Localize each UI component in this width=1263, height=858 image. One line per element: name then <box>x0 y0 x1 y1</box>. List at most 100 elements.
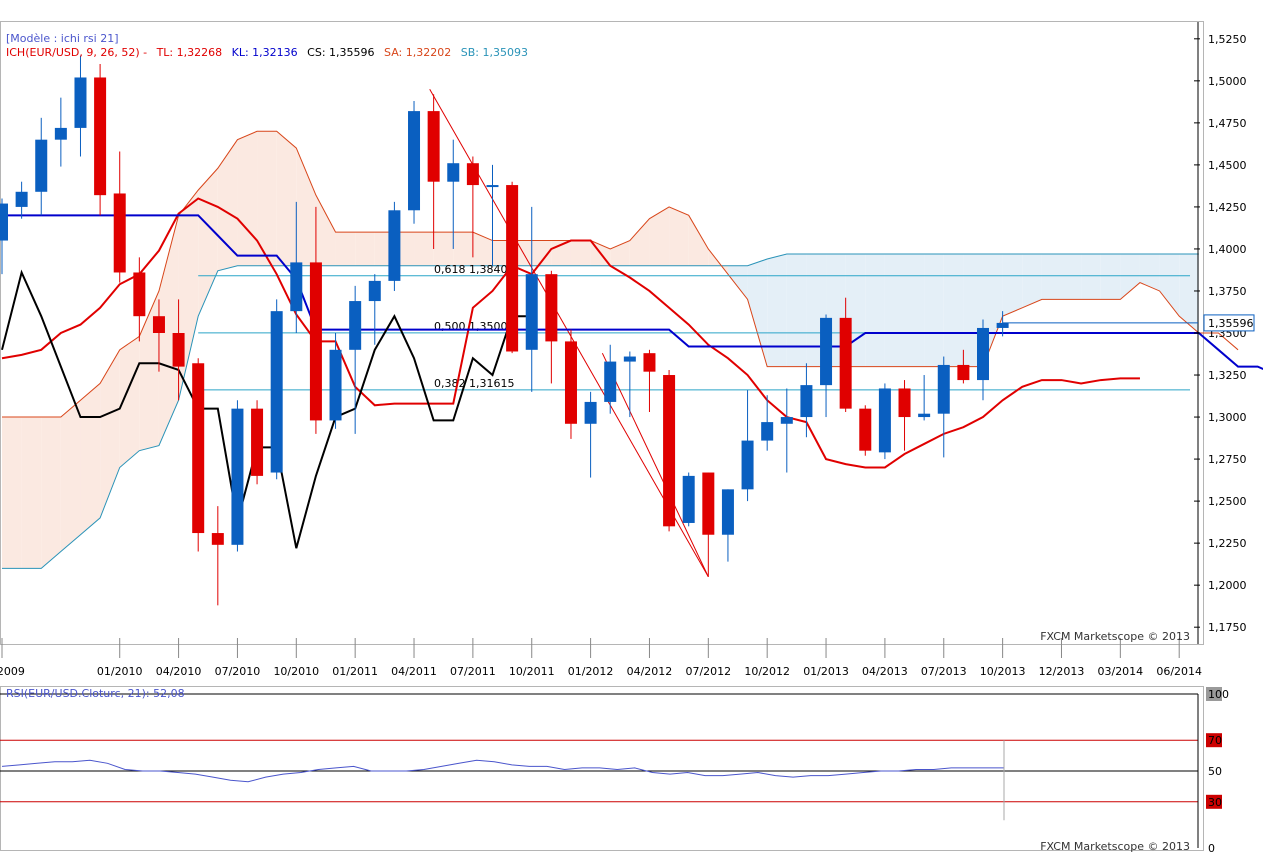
time-tick-label: 12/2013 <box>1039 665 1085 678</box>
candle-body <box>525 274 538 350</box>
span-b-value: SB: 1,35093 <box>461 46 528 59</box>
cloud-segment <box>1041 253 1062 300</box>
candle-body <box>290 262 303 312</box>
candlestick-series <box>0 55 1009 606</box>
cloud-segment <box>453 232 473 266</box>
senkou-span-a-line <box>2 253 1199 569</box>
candle-body <box>15 191 28 207</box>
cloud-segment <box>943 253 964 367</box>
time-tick-label: 10/2012 <box>744 665 790 678</box>
rsi-tick-bg <box>1206 687 1222 701</box>
fib-level-label: 0,382 1,31615 <box>434 377 514 390</box>
candle-body <box>977 327 989 381</box>
candle-body <box>506 185 519 352</box>
cloud-segment <box>414 232 434 266</box>
fib-level-label: 0,618 1,38403 <box>434 263 514 276</box>
cloud-segment <box>629 218 650 266</box>
ichimoku-cloud <box>2 130 1239 569</box>
time-tick-label: 07/2013 <box>921 665 967 678</box>
price-tick-label: 1,4750 <box>1208 117 1247 130</box>
candle-body <box>231 408 244 545</box>
cloud-segment <box>1061 253 1082 300</box>
cloud-segment <box>100 349 120 518</box>
candle-body <box>918 413 931 418</box>
candle-body <box>898 388 911 418</box>
cloud-segment <box>865 253 885 367</box>
fibonacci-levels: 0,618 1,38403 0,500 1,35009 0,382 1,31615 <box>198 88 1190 578</box>
cloud-segment <box>786 253 807 367</box>
candle-body <box>643 353 656 372</box>
chikou-span-line <box>1 269 532 549</box>
candle-body <box>309 262 322 421</box>
cloud-segment <box>1139 253 1160 291</box>
candle-body <box>0 203 8 241</box>
cloud-segment <box>1002 253 1023 317</box>
current-price-label: 1,35596 <box>1208 317 1254 330</box>
cloud-segment <box>80 383 101 535</box>
candle-body <box>35 139 48 192</box>
cloud-segment <box>531 240 552 266</box>
price-tick-label: 1,2750 <box>1208 453 1247 466</box>
rsi-tick-label: 0 <box>1208 842 1215 854</box>
cloud-segment <box>433 232 454 266</box>
fib-trendline <box>601 352 709 577</box>
watermark-price: FXCM Marketscope © 2013 <box>1040 630 1190 643</box>
candle-body <box>663 375 676 527</box>
rsi-tick-bg <box>1206 794 1222 809</box>
time-tick-label: 10/2011 <box>509 665 555 678</box>
tenkan-sen-line <box>1 197 1140 469</box>
candle-body <box>466 163 479 186</box>
cloud-segment <box>237 131 258 266</box>
price-axis: 1,5250 1,5000 1,4750 1,4500 1,4250 1,4000 1,37… <box>1002 22 1255 644</box>
fib-level-label: 0,500 1,35009 <box>434 320 514 333</box>
cloud-segment <box>257 131 277 266</box>
candle-body <box>584 401 597 424</box>
time-tick-label: 01/2011 <box>332 665 378 678</box>
candle-body <box>859 408 872 451</box>
indicator-legend: ICH(EUR/USD, 9, 26, 52) - TL: 1,32268 KL… <box>6 46 528 59</box>
time-tick-label: 01/2010 <box>97 665 143 678</box>
candle-body <box>564 341 577 424</box>
candle-body <box>152 316 165 333</box>
kijun-value: KL: 1,32136 <box>232 46 298 59</box>
current-price-box <box>1203 314 1255 332</box>
cloud-segment <box>904 253 925 367</box>
rsi-tick-bg <box>1206 733 1222 748</box>
price-tick-label: 1,1750 <box>1208 621 1247 634</box>
candle-body <box>486 185 499 188</box>
price-tick-label: 1,4250 <box>1208 201 1247 214</box>
candle-body <box>623 356 636 362</box>
ichimoku-lines <box>1 197 1263 549</box>
rsi-tick-label: 70 <box>1208 734 1222 747</box>
cloud-segment <box>669 206 689 266</box>
candle-body <box>447 163 460 182</box>
candle-body <box>113 193 126 273</box>
watermark-rsi: FXCM Marketscope © 2013 <box>1040 840 1190 853</box>
cloud-segment <box>570 240 591 266</box>
cloud-segment <box>924 253 944 367</box>
cloud-segment <box>649 206 670 266</box>
price-tick-label: 1,3250 <box>1208 369 1247 382</box>
cloud-segment <box>747 259 768 367</box>
candle-body <box>54 127 67 140</box>
time-tick-label: 04/2013 <box>862 665 908 678</box>
time-tick-label: 07/2012 <box>685 665 731 678</box>
rsi-tick-label: 100 <box>1208 688 1229 701</box>
rsi-series: 100 70 50 30 0 <box>0 687 1229 855</box>
candle-body <box>270 311 283 473</box>
candle-body <box>211 533 224 545</box>
candle-body <box>329 349 342 421</box>
cloud-segment <box>1159 253 1180 317</box>
cloud-segment <box>41 417 61 569</box>
price-tick-label: 1,4500 <box>1208 159 1247 172</box>
candle-body <box>604 361 617 402</box>
candle-body <box>780 417 793 424</box>
cloud-segment <box>688 215 709 266</box>
time-tick-label: 07/2009 <box>0 665 25 678</box>
cloud-segment <box>296 148 316 266</box>
time-tick-label: 04/2011 <box>391 665 437 678</box>
candle-body <box>427 111 440 182</box>
time-tick-label: 04/2012 <box>627 665 673 678</box>
candle-body <box>349 301 362 350</box>
